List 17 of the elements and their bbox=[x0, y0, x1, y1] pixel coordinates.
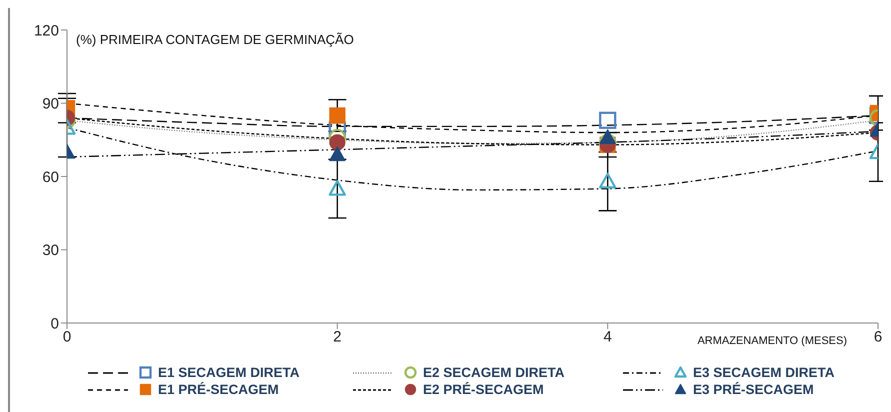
x-tick-label: 0 bbox=[62, 328, 72, 346]
legend-label: E2 SECAGEM DIRETA bbox=[423, 365, 565, 380]
legend-label: E1 SECAGEM DIRETA bbox=[158, 365, 300, 380]
x-tick-label: 4 bbox=[603, 328, 612, 346]
legend-label: E2 PRÉ-SECAGEM bbox=[423, 382, 544, 397]
y-tick-label: 30 bbox=[42, 242, 59, 260]
legend-label: E3 PRÉ-SECAGEM bbox=[693, 382, 814, 397]
x-tick-label: 6 bbox=[874, 328, 882, 346]
legend-label: E1 PRÉ-SECAGEM bbox=[158, 382, 279, 397]
y-tick-label: 120 bbox=[34, 22, 59, 40]
x-tick-label: 2 bbox=[333, 328, 342, 346]
y-tick-label: 60 bbox=[42, 168, 59, 186]
y-tick-label: 90 bbox=[42, 96, 59, 113]
legend-label: E3 SECAGEM DIRETA bbox=[693, 365, 835, 380]
x-axis-title: ARMAZENAMENTO (MESES) bbox=[697, 335, 847, 347]
chart-title: (%) PRIMEIRA CONTAGEM DE GERMINAÇÃO bbox=[76, 32, 354, 47]
y-tick-label: 0 bbox=[50, 315, 59, 332]
